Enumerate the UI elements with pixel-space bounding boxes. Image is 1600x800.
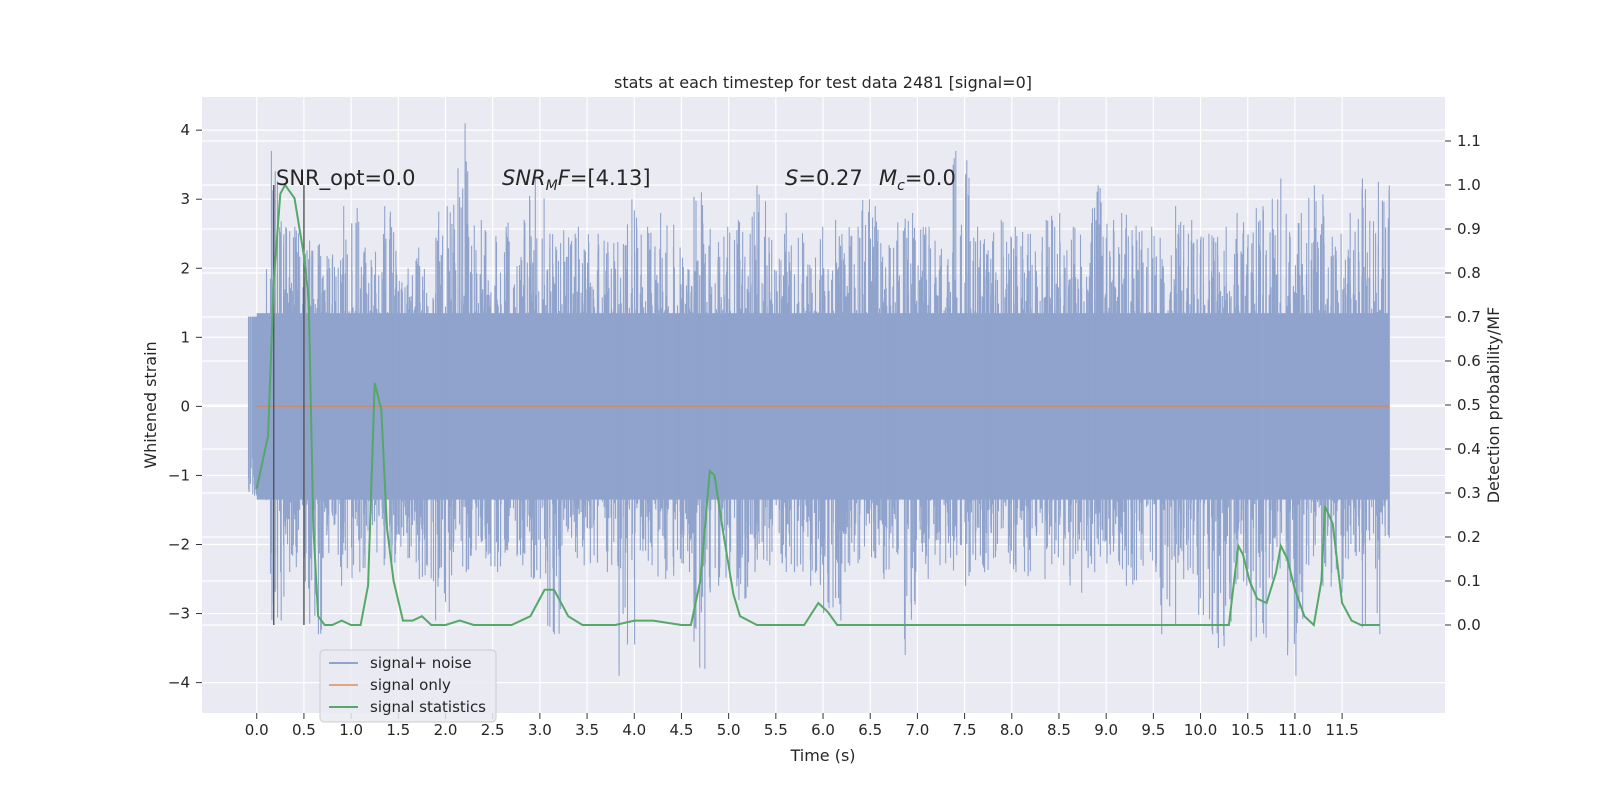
x-tick-label-14: 7.0 xyxy=(905,721,929,739)
right-y-tick-label-8: 0.3 xyxy=(1457,484,1481,502)
x-tick-label-9: 4.5 xyxy=(670,721,694,739)
x-tick-label-22: 11.0 xyxy=(1278,721,1311,739)
left-y-tick-label-1: 3 xyxy=(180,190,190,208)
right-y-tick-label-5: 0.6 xyxy=(1457,352,1481,370)
right-y-tick-label-7: 0.4 xyxy=(1457,440,1481,458)
left-y-tick-label-3: 1 xyxy=(180,328,190,346)
legend-label-signal-plus-noise: signal+ noise xyxy=(370,654,472,672)
annotation-mc-main: M xyxy=(879,166,897,190)
x-tick-label-23: 11.5 xyxy=(1325,721,1358,739)
legend-label-signal-only: signal only xyxy=(370,676,451,694)
legend-label-signal-statistics: signal statistics xyxy=(370,698,486,716)
annotation-snr-opt: SNR_opt=0.0 xyxy=(276,166,416,191)
x-tick-label-6: 3.0 xyxy=(528,721,552,739)
annotation-snr-mf: SNRMF=[4.13] xyxy=(502,166,651,194)
left-y-tick-label-8: −4 xyxy=(168,674,190,692)
x-tick-label-17: 8.5 xyxy=(1047,721,1071,739)
right-y-tick-label-11: 0.0 xyxy=(1457,616,1481,634)
x-tick-label-11: 5.5 xyxy=(764,721,788,739)
x-axis-ticks: 0.0 0.5 1.0 1.5 2.0 2.5 3.0 3.5 4.0 4.5 5.0 5.5 6.0 6… xyxy=(245,713,1359,739)
left-y-tick-label-6: −2 xyxy=(168,535,190,553)
x-tick-label-15: 7.5 xyxy=(953,721,977,739)
annotations: SNR_opt=0.0 SNRMF=[4.13] S=0.27 Mc=0.0 xyxy=(276,166,956,194)
right-y-tick-label-6: 0.5 xyxy=(1457,396,1481,414)
series-signal-statistics-line xyxy=(255,183,1380,627)
annotation-snr-mf-rest: =[4.13] xyxy=(570,166,651,190)
x-tick-label-4: 2.0 xyxy=(434,721,458,739)
annotation-s: S=0.27 xyxy=(785,166,863,190)
chart-title: stats at each timestep for test data 248… xyxy=(614,73,1032,92)
left-y-tick-label-0: 4 xyxy=(180,121,190,139)
legend-box xyxy=(319,649,497,723)
x-tick-label-0: 0.0 xyxy=(245,721,269,739)
x-tick-label-8: 4.0 xyxy=(622,721,646,739)
x-tick-label-19: 9.5 xyxy=(1141,721,1165,739)
x-tick-label-5: 2.5 xyxy=(481,721,505,739)
left-y-tick-label-4: 0 xyxy=(180,397,190,415)
right-y-tick-label-3: 0.8 xyxy=(1457,264,1481,282)
left-y-tick-label-5: −1 xyxy=(168,466,190,484)
right-y-tick-label-10: 0.1 xyxy=(1457,572,1481,590)
right-y-tick-label-9: 0.2 xyxy=(1457,528,1481,546)
right-y-axis-ticks: 1.1 1.0 0.9 0.8 0.7 0.6 0.5 0.4 0.3 0.2 0.1 0.0 xyxy=(1445,132,1481,634)
right-y-tick-label-2: 0.9 xyxy=(1457,220,1481,238)
x-tick-label-10: 5.0 xyxy=(717,721,741,739)
left-y-axis-ticks: 4 3 2 1 0 −1 −2 −3 −4 xyxy=(168,121,202,692)
x-tick-label-7: 3.5 xyxy=(575,721,599,739)
right-y-tick-label-0: 1.1 xyxy=(1457,132,1481,150)
right-y-tick-label-4: 0.7 xyxy=(1457,308,1481,326)
x-axis-label: Time (s) xyxy=(789,746,855,765)
right-y-tick-label-1: 1.0 xyxy=(1457,176,1481,194)
annotation-snr-mf-sub: M xyxy=(546,178,558,194)
annotation-mc-rest: =0.0 xyxy=(905,166,956,190)
x-tick-label-3: 1.5 xyxy=(386,721,410,739)
left-y-tick-label-7: −3 xyxy=(168,605,190,623)
x-tick-label-2: 1.0 xyxy=(339,721,363,739)
x-tick-label-13: 6.5 xyxy=(858,721,882,739)
annotation-s-rest: =0.27 xyxy=(798,166,862,190)
x-tick-label-18: 9.0 xyxy=(1094,721,1118,739)
x-tick-label-21: 10.5 xyxy=(1231,721,1264,739)
left-y-axis-label: Whitened strain xyxy=(141,341,160,468)
annotation-mc: Mc=0.0 xyxy=(879,166,956,194)
annotation-snr-mf-main: SNR xyxy=(502,166,546,190)
x-tick-label-1: 0.5 xyxy=(292,721,316,739)
right-y-axis-label: Detection probability/MF xyxy=(1484,307,1503,504)
x-tick-label-16: 8.0 xyxy=(1000,721,1024,739)
legend: signal+ noise signal only signal statist… xyxy=(319,649,497,723)
annotation-mc-sub: c xyxy=(897,178,905,194)
annotation-snr-mf-f: F xyxy=(558,166,571,190)
left-y-tick-label-2: 2 xyxy=(180,259,190,277)
x-tick-label-20: 10.0 xyxy=(1184,721,1217,739)
annotation-s-main: S xyxy=(785,166,798,190)
x-tick-label-12: 6.0 xyxy=(811,721,835,739)
